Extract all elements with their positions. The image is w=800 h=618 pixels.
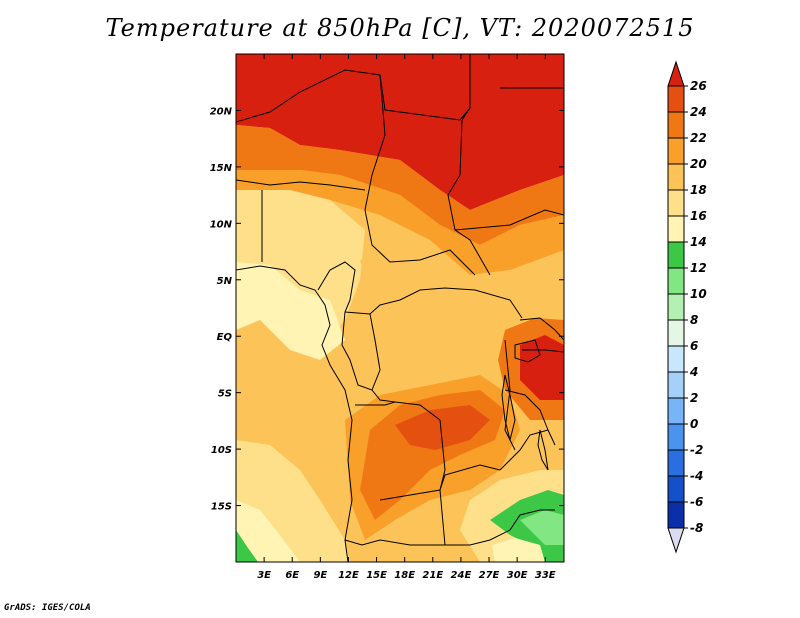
colorbar-swatch (667, 215, 685, 243)
lat-tick-label: 10S (211, 445, 232, 456)
lon-tick-label: 12E (338, 570, 359, 581)
border-line (519, 317, 564, 341)
field-zone-20-congo (360, 250, 530, 370)
colorbar-label: 0 (690, 417, 698, 431)
border-line (369, 313, 381, 391)
lat-tick-label: EQ (217, 332, 233, 343)
colorbar-swatch (667, 85, 685, 113)
border-line (504, 389, 549, 431)
colorbar-swatch (667, 501, 685, 529)
colorbar-swatch (667, 163, 685, 191)
field-zone-26-south (395, 405, 490, 450)
lon-tick-label: 30E (507, 570, 528, 581)
colorbar-label: 8 (690, 313, 698, 327)
colorbar-label: 6 (690, 339, 698, 353)
lake-victoria (514, 339, 541, 363)
field-zone-16-coast (236, 262, 345, 360)
temperature-field (236, 54, 564, 562)
colorbar-swatch (667, 423, 685, 451)
colorbar-top-arrow (667, 60, 685, 87)
lon-tick-label: 3E (257, 570, 271, 581)
colorbar-swatch (667, 319, 685, 347)
field-zone-16-southeast (492, 538, 545, 562)
colorbar-swatch (667, 111, 685, 139)
border-line (355, 401, 396, 406)
field-zone-16-atlantic (236, 500, 300, 562)
map-frame (235, 53, 565, 563)
border-line (236, 179, 366, 191)
map-axes: 3E 6E 9E 12E 15E 18E 21E 24E 27E 30E 33E 20N 15N 10N 5… (210, 54, 564, 581)
colorbar-swatch (667, 397, 685, 425)
lon-tick-label: 24E (451, 570, 472, 581)
colorbar-swatch (667, 241, 685, 269)
border-line (454, 209, 564, 231)
border-line (447, 107, 491, 276)
field-zone-22-north (236, 170, 564, 275)
colorbar-label: 22 (690, 131, 707, 145)
colorbar-label: -8 (690, 521, 703, 535)
lat-tick-label: 10N (210, 219, 233, 230)
field-zone-24-north (236, 125, 564, 245)
border-line (364, 209, 476, 276)
border-line (344, 287, 523, 319)
lon-tick-label: 18E (394, 570, 415, 581)
colorbar-swatch (667, 267, 685, 295)
colorbar-label: -4 (690, 469, 703, 483)
colorbar-label: -6 (690, 495, 703, 509)
lon-tick-label: 21E (422, 570, 443, 581)
colorbar-swatch (667, 371, 685, 399)
border-line (341, 344, 441, 421)
colorbar-bottom-arrow (667, 527, 685, 554)
credit-text: GrADS: IGES/COLA (4, 603, 91, 613)
border-line (364, 74, 386, 211)
colorbar-label: 12 (690, 261, 707, 275)
colorbar-swatch (667, 345, 685, 373)
field-zone-14-southwest (236, 530, 258, 562)
colorbar-label: 14 (690, 235, 707, 249)
border-line (344, 539, 445, 546)
colorbar-label: 26 (690, 79, 707, 93)
coastline (236, 265, 353, 562)
border-line (499, 429, 556, 471)
colorbar-label: 2 (690, 391, 698, 405)
colorbar-swatch (667, 137, 685, 165)
lake-malawi (537, 429, 549, 471)
colorbar-swatch (667, 189, 685, 217)
lon-tick-label: 15E (366, 570, 387, 581)
field-zone-26 (236, 54, 564, 210)
country-borders (236, 54, 564, 562)
lon-tick-label: 6E (285, 570, 299, 581)
border-line (439, 419, 446, 546)
lon-tick-label: 33E (535, 570, 556, 581)
field-zone-12-southeast (520, 510, 564, 545)
lake-tanganyika (501, 374, 516, 441)
colorbar-label: -2 (690, 443, 703, 457)
colorbar-label: 20 (690, 157, 707, 171)
lat-tick-label: 15S (211, 502, 232, 513)
lat-tick-label: 20N (210, 106, 233, 117)
lat-tick-label: 15N (210, 163, 233, 174)
colorbar-label: 24 (690, 105, 707, 119)
lon-tick-label: 27E (479, 570, 500, 581)
lon-tick-label: 9E (313, 570, 327, 581)
lat-tick-label: 5N (217, 276, 233, 287)
colorbar-swatch (667, 449, 685, 477)
colorbar-label: 16 (690, 209, 707, 223)
border-line (445, 509, 555, 546)
colorbar-label: 4 (689, 365, 698, 379)
map-title: Temperature at 850hPa [C], VT: 202007251… (105, 14, 695, 42)
colorbar-label: 10 (690, 287, 707, 301)
lat-tick-label: 5S (218, 389, 232, 400)
border-line (522, 349, 564, 353)
colorbar-swatch (667, 293, 685, 321)
colorbar-swatch (667, 475, 685, 503)
border-line (379, 464, 501, 501)
colorbar-label: 18 (690, 183, 707, 197)
